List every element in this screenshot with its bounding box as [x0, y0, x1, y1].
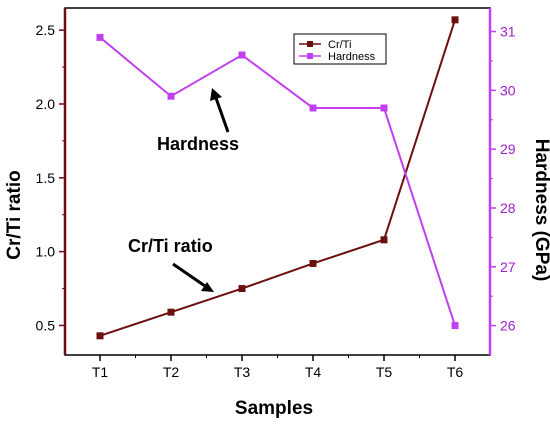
right-tick-label-30: 30	[500, 82, 516, 98]
series-line-cr-ti	[99, 19, 456, 337]
annotation-hardness: Hardness	[157, 134, 239, 154]
left-y-axis-title: Cr/Ti ratio	[4, 170, 25, 259]
x-tick-label-t2: T2	[163, 364, 180, 380]
series-layer	[96, 16, 459, 340]
series-line-hardness	[99, 36, 456, 326]
point-hardness-t5	[380, 104, 388, 112]
right-tick-label-27: 27	[500, 259, 516, 275]
left-tick-label-0.5: 0.5	[36, 317, 56, 333]
point-hardness-t6	[451, 322, 459, 330]
x-tick-label-t4: T4	[305, 364, 322, 380]
point-cr-ti-t2	[167, 308, 175, 316]
right-tick-label-29: 29	[500, 141, 516, 157]
x-tick-label-t6: T6	[447, 364, 464, 380]
point-hardness-t4	[309, 104, 317, 112]
point-cr-ti-t4	[309, 259, 317, 267]
x-tick-label-t3: T3	[234, 364, 251, 380]
point-hardness-t2	[167, 92, 175, 100]
left-tick-label-2.5: 2.5	[36, 22, 56, 38]
point-cr-ti-t1	[96, 332, 104, 340]
x-tick-label-t5: T5	[376, 364, 393, 380]
point-cr-ti-t3	[238, 285, 246, 293]
left-tick-label-2.0: 2.0	[36, 96, 56, 112]
x-axis-title: Samples	[235, 398, 313, 419]
right-y-axis-title: Hardness (GPa)	[531, 139, 550, 282]
legend-label-hardness: Hardness	[328, 51, 376, 63]
axis-ticks: T1 T2 T3 T4 T5 T6 0.5 1.0 1.5 2.0 2.5 26 27 28 29 30 31	[36, 22, 516, 380]
annotation-cr-ti: Cr/Ti ratio	[128, 236, 213, 256]
legend-label-cr-ti: Cr/Ti	[328, 39, 351, 51]
left-tick-label-1.5: 1.5	[36, 170, 56, 186]
annotation-cr-ti-arrow	[172, 262, 214, 292]
point-cr-ti-t6	[451, 16, 459, 24]
annotation-hardness-arrow	[210, 88, 230, 133]
legend: Cr/Ti Hardness	[293, 33, 387, 65]
x-tick-label-t1: T1	[92, 364, 109, 380]
right-tick-label-28: 28	[500, 200, 516, 216]
point-hardness-t3	[238, 51, 246, 59]
point-hardness-t1	[96, 33, 104, 41]
right-tick-label-26: 26	[500, 318, 516, 334]
point-cr-ti-t5	[380, 236, 388, 244]
right-tick-label-31: 31	[500, 24, 516, 40]
left-tick-label-1.0: 1.0	[36, 244, 56, 260]
